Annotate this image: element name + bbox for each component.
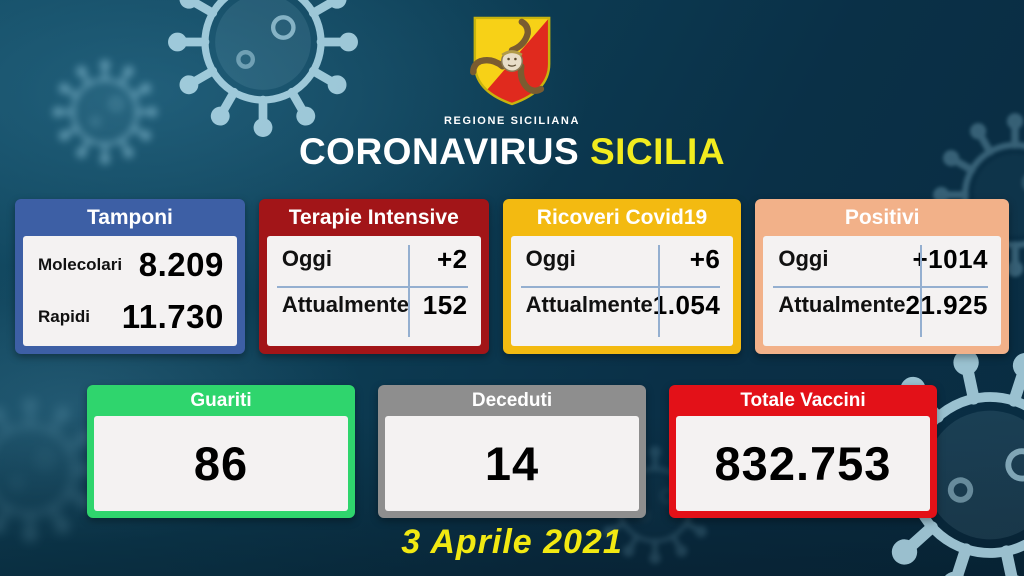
stat-card-terapie-intensive: Terapie Intensive Oggi +2 Attualmente 15… xyxy=(258,199,489,354)
stat-card-deceduti: Deceduti 14 xyxy=(378,385,646,518)
stat-value: 11.730 xyxy=(121,298,224,335)
stat-label: Oggi xyxy=(525,246,576,271)
stat-value: +6 xyxy=(689,243,721,274)
card-panel: 832.753 xyxy=(676,416,930,511)
card-panel: Oggi +1014 Attualmente 21.925 xyxy=(763,236,1002,346)
stat-value: 152 xyxy=(422,289,468,320)
title-accent: SICILIA xyxy=(590,131,726,172)
card-title: Totale Vaccini xyxy=(740,390,866,411)
stat-value: 8.209 xyxy=(138,246,224,283)
title-main: CORONAVIRUS xyxy=(298,131,580,172)
divider-vertical xyxy=(657,245,660,337)
divider-horizontal xyxy=(276,286,468,288)
card-title: Tamponi xyxy=(86,206,173,229)
brand-caption: REGIONE SICILIANA xyxy=(444,115,580,127)
card-title: Guariti xyxy=(190,390,252,411)
stat-line: Oggi +6 xyxy=(511,236,734,282)
stat-value: 86 xyxy=(193,437,249,490)
stat-card-guariti: Guariti 86 xyxy=(87,385,355,518)
divider-horizontal xyxy=(773,286,989,288)
card-panel: 14 xyxy=(385,416,639,511)
page-title: CORONAVIRUS SICILIA xyxy=(0,131,1024,173)
card-panel: Oggi +6 Attualmente 1.054 xyxy=(510,236,734,346)
card-title: Deceduti xyxy=(471,390,553,411)
stat-line: Attualmente 152 xyxy=(267,282,481,328)
stat-label: Attualmente xyxy=(281,292,409,317)
stat-line: Oggi +2 xyxy=(267,236,481,282)
stat-label: Attualmente xyxy=(778,292,906,317)
card-panel: Molecolari 8.209 Rapidi 11.730 xyxy=(23,236,237,346)
card-panel: 86 xyxy=(94,416,348,511)
card-title: Terapie Intensive xyxy=(288,206,459,229)
stat-line: Oggi +1014 xyxy=(763,236,1001,282)
stat-card-positivi: Positivi Oggi +1014 Attualmente 21.925 xyxy=(755,199,1010,354)
divider-vertical xyxy=(920,245,923,337)
stat-card-tamponi: Tamponi Molecolari 8.209 Rapidi 11.730 xyxy=(15,199,245,354)
stat-line: Rapidi 11.730 xyxy=(23,294,237,340)
stats-row-secondary: Guariti 86 Deceduti 14 Totale Vaccini 83… xyxy=(0,385,1024,518)
stat-value: 21.925 xyxy=(905,289,989,320)
card-panel: Oggi +2 Attualmente 152 xyxy=(266,236,481,346)
stat-card-ricoveri: Ricoveri Covid19 Oggi +6 Attualmente 1.0… xyxy=(502,199,742,354)
stats-row-primary: Tamponi Molecolari 8.209 Rapidi 11.730 T… xyxy=(15,199,1010,354)
date-caption: 3 Aprile 2021 xyxy=(401,523,623,561)
stat-card-totale-vaccini: Totale Vaccini 832.753 xyxy=(669,385,937,518)
card-title: Positivi xyxy=(844,206,920,229)
divider-vertical xyxy=(407,245,410,337)
stat-label: Oggi xyxy=(778,246,829,271)
stat-value: 1.054 xyxy=(652,289,721,320)
region-brand: REGIONE SICILIANA xyxy=(0,13,1024,127)
stat-value: 14 xyxy=(484,437,540,490)
stat-value: +1014 xyxy=(912,243,989,274)
stat-label: Oggi xyxy=(281,246,332,271)
stat-label: Molecolari xyxy=(38,255,123,274)
stat-label: Rapidi xyxy=(38,307,90,326)
divider-horizontal xyxy=(520,286,721,288)
stat-line: Attualmente 21.925 xyxy=(763,282,1001,328)
card-title: Ricoveri Covid19 xyxy=(536,206,708,229)
stat-value: 832.753 xyxy=(714,437,892,490)
stat-value: +2 xyxy=(437,243,468,274)
stat-label: Attualmente xyxy=(525,292,653,317)
stat-line: Molecolari 8.209 xyxy=(23,242,237,288)
sicily-crest-logo xyxy=(468,16,551,106)
trinacria-icon xyxy=(470,18,546,94)
stat-line: Attualmente 1.054 xyxy=(511,282,734,328)
